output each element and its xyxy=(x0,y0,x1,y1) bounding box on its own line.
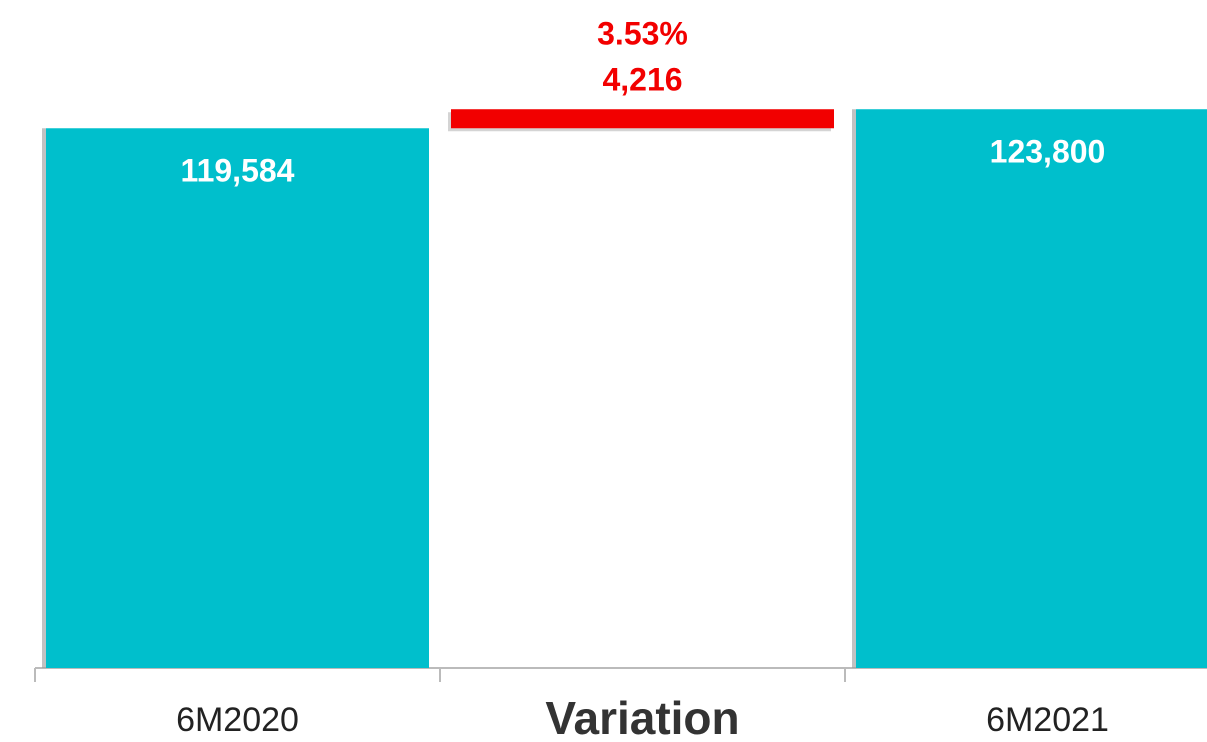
x-tick-label: 6M2020 xyxy=(176,701,299,739)
bar-shadow xyxy=(852,109,856,668)
bar-shadow xyxy=(42,128,46,669)
value-label: 123,800 xyxy=(990,134,1106,170)
bar xyxy=(856,109,1207,668)
annotation: 3.53% xyxy=(597,16,688,52)
bar xyxy=(451,109,834,129)
value-label: 4,216 xyxy=(602,62,682,98)
x-tick-label: 6M2021 xyxy=(986,701,1109,739)
x-tick-label: Variation xyxy=(545,692,739,742)
value-label: 119,584 xyxy=(181,153,295,189)
bar xyxy=(46,128,429,669)
